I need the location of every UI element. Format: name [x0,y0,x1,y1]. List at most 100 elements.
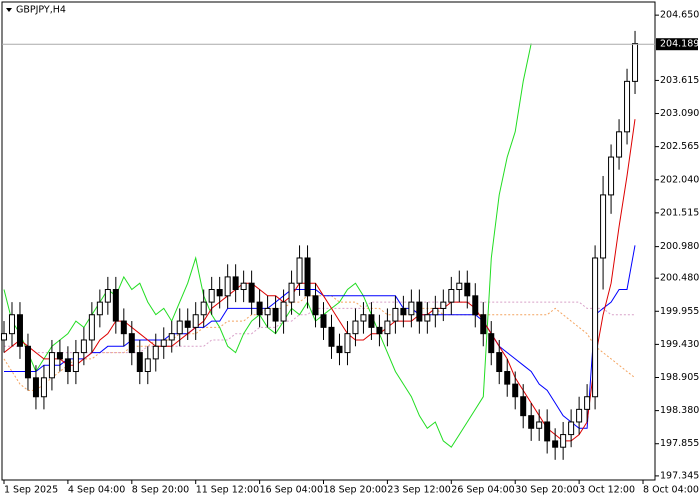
x-tick-label: 26 Sep 04:00 [451,485,514,496]
indicator-line [4,301,635,354]
candle-body [560,434,567,448]
candle-body [176,320,183,335]
y-tick-label: 198.380 [660,405,699,416]
y-tick-label: 202.040 [660,174,699,185]
candle-body [512,383,519,398]
candle-body [48,352,55,379]
candle-body [608,156,615,196]
candle-body [256,301,263,316]
candle-body [472,295,479,316]
candle-body [448,289,455,303]
candle-body [88,314,95,341]
candle-body [496,352,503,373]
candle-body [224,276,231,297]
candle-body [408,301,415,316]
candle-body [96,301,103,316]
y-tick-label: 197.345 [660,470,699,481]
x-tick-label: 8 Sep 20:00 [132,485,189,496]
candle-body [184,320,191,328]
candle-body [16,314,23,347]
y-tick-label: 203.090 [660,108,699,119]
candle-body [504,371,511,385]
y-tick-label: 197.855 [660,438,699,449]
candle-body [296,257,303,284]
candle-body [304,257,311,297]
candle-body [600,194,607,259]
candle-body [416,301,423,322]
candle-body [592,257,599,398]
candle-body [64,358,71,373]
candle-body [344,333,351,354]
candle-body [400,307,407,316]
candle-body [432,307,439,316]
y-tick-label: 198.905 [660,372,699,383]
last-price-label: 204.189 [660,39,699,50]
indicator-line [3,119,636,442]
candle-body [128,333,135,354]
candle-body [168,333,175,341]
x-tick-label: 18 Sep 20:00 [324,485,387,496]
x-tick-label: 1 Sep 2025 [4,485,58,496]
candle-body [136,352,143,373]
candle-body [392,307,399,322]
candle-body [24,345,31,379]
candle-body [0,333,7,341]
collapse-icon[interactable] [6,8,12,12]
y-tick-label: 199.430 [660,339,699,350]
x-tick-label: 11 Sep 12:00 [196,485,259,496]
candle-body [360,314,367,322]
candle-body [528,415,535,429]
candle-body [56,352,63,360]
candle-body [248,282,255,303]
candle-body [120,320,127,335]
x-tick-label: 3 Oct 12:00 [579,485,635,496]
x-tick-label: 4 Sep 04:00 [68,485,125,496]
candle-body [576,408,583,423]
candle-body [336,345,343,354]
candle-body [192,314,199,328]
candle-body [272,307,279,322]
candle-body [568,421,575,436]
candle-body [280,301,287,322]
candle-body [488,333,495,354]
candle-body [464,282,471,297]
candle-body [544,421,551,442]
candle-body [200,301,207,316]
candle-body [40,377,47,398]
candle-body [232,276,239,291]
indicator-line [3,295,636,391]
candle-body [536,421,543,429]
candle-body [264,307,271,316]
candle-body [456,282,463,291]
candle-body [288,282,295,303]
candle-body [8,314,15,335]
candle-body [320,314,327,328]
candle-body [240,282,247,291]
candle-body [616,131,623,158]
candle-body [480,314,487,335]
candle-body [440,301,447,309]
x-tick-label: 16 Sep 04:00 [260,485,323,496]
candle-body [520,396,527,417]
candle-body [312,295,319,316]
candle-body [552,440,559,448]
candle-body [32,377,39,398]
candle-body [584,396,591,410]
candle-body [352,320,359,335]
candle-body [72,352,79,373]
y-tick-label: 199.955 [660,306,699,317]
candle-body [112,289,119,322]
candle-body [328,326,335,347]
plot-frame [1,1,656,481]
last-price-box [656,38,698,51]
y-tick-label: 200.980 [660,241,699,252]
candle-body [216,289,223,297]
candle-body [368,314,375,328]
candle-body [80,339,87,354]
chart-title: GBPJPY,H4 [16,5,66,16]
candle-body [104,289,111,303]
candle-body [208,289,215,303]
x-tick-label: 30 Sep 20:00 [515,485,578,496]
candle-body [144,358,151,373]
